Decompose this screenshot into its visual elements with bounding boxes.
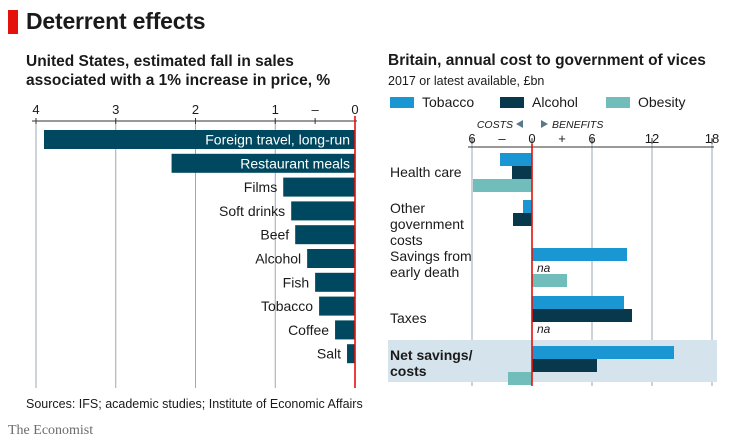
left-bar-label: Salt bbox=[317, 346, 341, 362]
right-bar bbox=[508, 372, 532, 385]
right-group-label: Taxes bbox=[390, 310, 427, 326]
right-bar bbox=[512, 166, 532, 179]
headline: Deterrent effects bbox=[26, 8, 206, 34]
left-tick-label: 4 bbox=[32, 102, 39, 117]
right-bar bbox=[500, 153, 532, 166]
source-note: Sources: IFS; academic studies; Institut… bbox=[26, 397, 363, 411]
right-bar bbox=[532, 309, 632, 322]
left-bar bbox=[283, 177, 355, 197]
left-bar-label: Restaurant meals bbox=[240, 155, 350, 171]
right-tick-label: 0 bbox=[528, 131, 535, 146]
right-group-label: Net savings/ bbox=[390, 347, 473, 363]
left-bar-label: Films bbox=[244, 179, 277, 195]
left-bar-label: Foreign travel, long-run bbox=[205, 132, 350, 148]
right-group-label: Health care bbox=[390, 164, 462, 180]
right-tick-label: 18 bbox=[705, 131, 719, 146]
legend-swatch-alcohol bbox=[500, 96, 524, 108]
right-tick-label: + bbox=[558, 131, 566, 146]
right-group-label: Savings from bbox=[390, 248, 472, 264]
right-bar bbox=[532, 359, 597, 372]
right-group-label: early death bbox=[390, 264, 459, 280]
left-bar bbox=[291, 201, 355, 221]
benefits-label: BENEFITS bbox=[552, 119, 603, 131]
left-bar bbox=[315, 272, 355, 292]
left-bar bbox=[347, 344, 355, 364]
left-bar bbox=[307, 249, 355, 268]
legend-item-obesity: Obesity bbox=[606, 94, 685, 110]
benefits-arrow-icon bbox=[541, 120, 548, 128]
left-bar bbox=[295, 225, 355, 245]
costs-label: COSTS bbox=[477, 119, 513, 131]
right-bar bbox=[523, 200, 532, 213]
right-group-label: Other bbox=[390, 200, 425, 216]
right-bar bbox=[532, 346, 674, 359]
right-na-label: na bbox=[537, 322, 551, 336]
costs-arrow-icon bbox=[516, 120, 523, 128]
left-bar bbox=[319, 296, 355, 316]
left-bar-label: Beef bbox=[260, 227, 289, 243]
right-chart-subtitle: 2017 or latest available, £bn bbox=[388, 74, 545, 88]
right-tick-label: – bbox=[498, 131, 506, 146]
left-bar-label: Alcohol bbox=[255, 251, 301, 267]
right-bar bbox=[532, 296, 624, 309]
right-tick-label: 12 bbox=[645, 131, 659, 146]
legend-item-tobacco: Tobacco bbox=[390, 94, 474, 110]
left-tick-label: – bbox=[312, 102, 320, 117]
right-bar bbox=[532, 248, 627, 261]
left-bar-label: Coffee bbox=[288, 322, 329, 338]
right-tick-label: 6 bbox=[588, 131, 595, 146]
left-bar bbox=[43, 130, 355, 149]
legend-item-alcohol: Alcohol bbox=[500, 94, 578, 110]
left-bar-label: Fish bbox=[283, 274, 309, 290]
left-bar bbox=[335, 320, 355, 340]
left-tick-label: 0 bbox=[351, 102, 358, 117]
legend-swatch-obesity bbox=[606, 96, 630, 108]
right-chart-title: Britain, annual cost to government of vi… bbox=[388, 52, 706, 69]
right-tick-label: 6 bbox=[468, 131, 475, 146]
brand-logo: The Economist bbox=[8, 423, 94, 438]
right-group-label: costs bbox=[390, 363, 427, 379]
legend-label-tobacco: Tobacco bbox=[422, 94, 475, 110]
left-bar bbox=[171, 153, 355, 173]
left-tick-label: 1 bbox=[272, 102, 279, 117]
left-bar-label: Tobacco bbox=[261, 298, 313, 314]
left-tick-label: 2 bbox=[192, 102, 199, 117]
left-bar-label: Soft drinks bbox=[219, 203, 285, 219]
right-na-label: na bbox=[537, 261, 551, 275]
legend-swatch-tobacco bbox=[390, 96, 414, 108]
left-chart-title: United States, estimated fall in sales a… bbox=[26, 53, 331, 89]
legend-label-alcohol: Alcohol bbox=[532, 94, 578, 110]
right-bar bbox=[473, 179, 532, 192]
right-group-label: government bbox=[390, 216, 464, 232]
legend-label-obesity: Obesity bbox=[638, 94, 686, 110]
right-bar bbox=[513, 213, 532, 226]
right-bar bbox=[532, 274, 567, 287]
left-tick-label: 3 bbox=[112, 102, 119, 117]
red-accent-tag bbox=[8, 10, 18, 34]
right-group-label: costs bbox=[390, 232, 423, 248]
